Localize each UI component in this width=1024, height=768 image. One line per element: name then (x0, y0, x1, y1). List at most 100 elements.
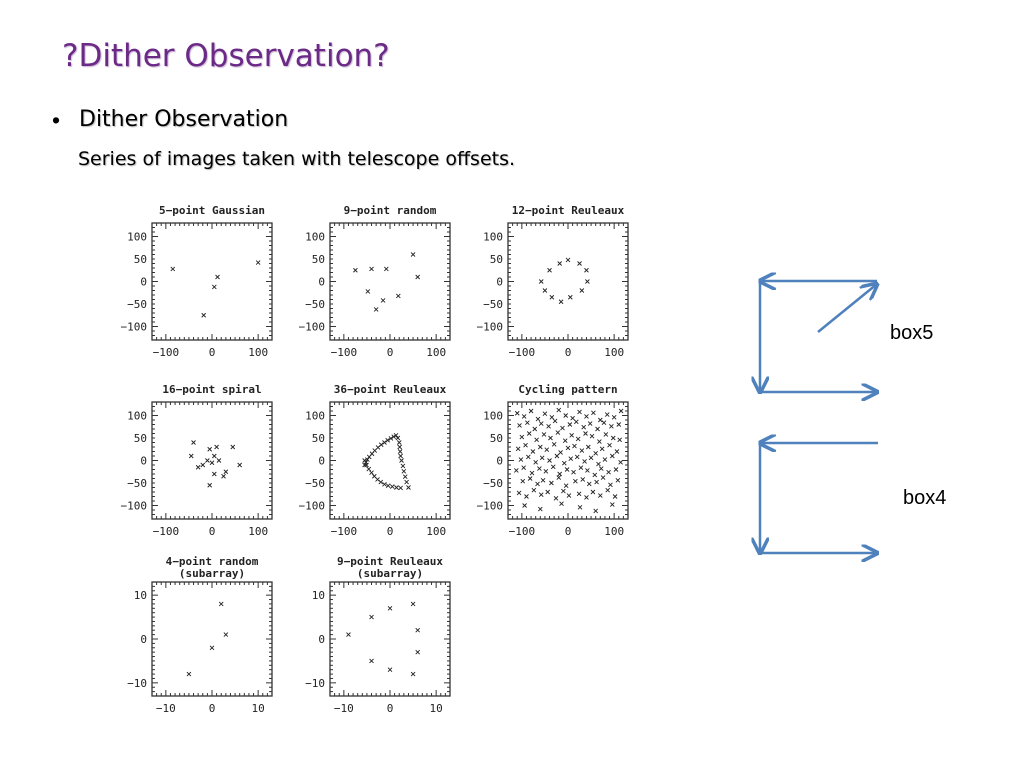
data-point (567, 294, 573, 300)
data-point (568, 456, 574, 462)
data-point (607, 442, 612, 448)
data-point (523, 442, 528, 448)
data-point (599, 446, 605, 452)
data-point (211, 471, 217, 477)
plot-title: 5−point Gaussian (159, 204, 265, 217)
x-tick-label: 0 (387, 702, 394, 715)
data-point (517, 423, 522, 428)
data-point (561, 460, 567, 466)
data-point (613, 467, 619, 472)
dither-plot-6: Cycling pattern −100 0 100 100 50 0 −50 −100 (477, 383, 629, 538)
data-point (406, 485, 411, 490)
data-point (531, 487, 537, 493)
data-point (521, 414, 527, 419)
data-point (410, 252, 416, 257)
y-tick-label: −50 (483, 477, 503, 490)
data-point (589, 433, 595, 439)
plot-title: Cycling pattern (518, 383, 617, 396)
y-tick-label: 100 (483, 231, 503, 244)
data-point (346, 632, 351, 637)
data-point (200, 462, 206, 468)
data-point (590, 489, 596, 495)
data-point (572, 443, 577, 449)
data-point (364, 462, 369, 468)
data-point (191, 440, 196, 445)
data-point (400, 463, 406, 469)
data-point (401, 468, 407, 474)
y-tick-label: 50 (312, 253, 325, 266)
data-point (365, 289, 371, 294)
dither-plot-8: 9−point Reuleaux(subarray) −10 0 10 10 0 −10 (305, 555, 451, 715)
data-point (532, 426, 538, 432)
data-point (380, 298, 386, 303)
data-point (551, 441, 557, 447)
data-point (548, 435, 553, 441)
dither-plot-2: 9−point random −100 0 100 100 50 0 −50 −100 (299, 204, 451, 359)
data-point (538, 492, 544, 498)
data-point (399, 458, 404, 463)
data-point (584, 495, 589, 500)
data-point (553, 495, 559, 501)
box5-arrows (760, 281, 877, 392)
data-point (569, 432, 575, 438)
y-tick-label: 100 (305, 410, 325, 423)
data-point (575, 436, 581, 442)
x-tick-label: 0 (565, 525, 572, 538)
box4-label: box4 (903, 487, 947, 509)
x-tick-label: 100 (248, 346, 268, 359)
x-tick-label: 100 (426, 525, 446, 538)
data-point (402, 474, 408, 480)
data-point (579, 288, 585, 293)
y-tick-label: 0 (140, 633, 147, 646)
data-point (529, 470, 535, 476)
box5-label: box5 (890, 322, 934, 344)
data-point (538, 279, 544, 284)
data-point (544, 447, 550, 453)
x-tick-label: −10 (156, 702, 176, 715)
data-point (538, 421, 544, 426)
data-point (557, 261, 563, 266)
data-point (593, 450, 599, 456)
data-point (533, 459, 539, 465)
data-point (573, 478, 578, 484)
data-point (369, 614, 374, 620)
data-point (558, 299, 564, 305)
data-point (397, 449, 403, 454)
x-tick-label: −100 (509, 525, 536, 538)
data-point (535, 416, 541, 422)
y-tick-label: −50 (305, 477, 325, 490)
data-point (562, 438, 568, 444)
data-point (591, 410, 596, 416)
data-point (382, 482, 387, 487)
data-point (205, 458, 210, 463)
slide-title: ?Dither Observation? (62, 38, 390, 74)
data-point (577, 261, 582, 266)
data-point (616, 422, 622, 427)
data-point (560, 425, 565, 431)
data-point (223, 632, 229, 637)
y-tick-label: 50 (134, 432, 147, 445)
data-point (602, 457, 608, 462)
data-point (535, 481, 540, 487)
data-point (365, 457, 370, 462)
data-point (518, 457, 524, 462)
x-tick-label: 100 (248, 525, 268, 538)
data-point (582, 459, 587, 464)
data-point (188, 453, 194, 459)
data-point (549, 294, 555, 300)
data-point (587, 421, 593, 426)
data-point (585, 444, 591, 450)
data-point (373, 307, 379, 312)
data-point (557, 471, 563, 477)
data-point (415, 274, 421, 280)
data-point (395, 293, 401, 299)
data-point (585, 279, 590, 284)
x-tick-label: −100 (509, 346, 536, 359)
data-point (552, 418, 558, 424)
x-tick-label: −100 (331, 525, 358, 538)
data-point (598, 466, 604, 471)
data-point (216, 458, 222, 463)
x-tick-label: −10 (334, 702, 354, 715)
y-tick-label: 0 (318, 633, 325, 646)
y-tick-label: −10 (127, 677, 147, 690)
